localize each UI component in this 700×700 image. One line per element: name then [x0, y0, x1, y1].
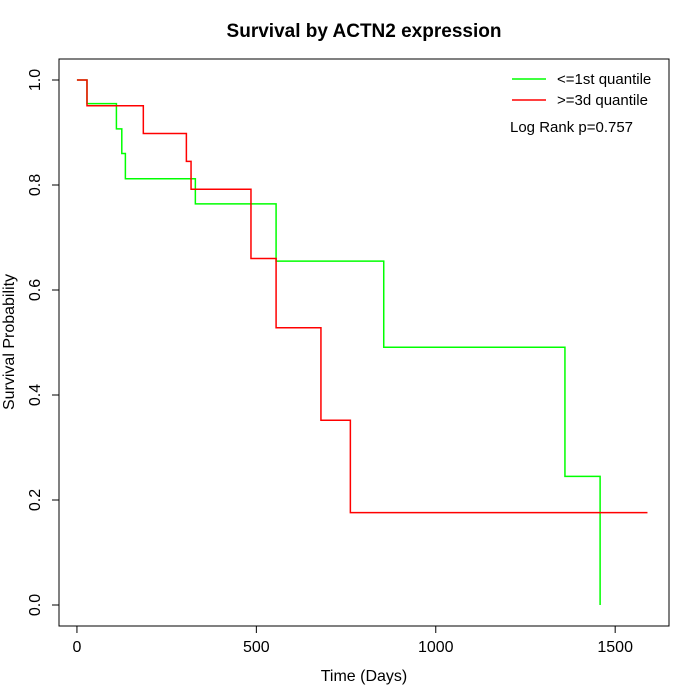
series-layer [76, 79, 648, 605]
y-axis-label: Survival Probability [1, 274, 18, 410]
y-tick-label: 0.8 [27, 174, 44, 196]
y-axis: 0.0 0.2 0.4 0.6 0.8 1.0 [27, 69, 60, 616]
log-rank-annotation: Log Rank p=0.757 [510, 119, 633, 136]
series-low-quantile-line [76, 79, 601, 605]
y-tick-label: 0.2 [27, 489, 44, 511]
x-tick-label: 0 [72, 639, 81, 656]
y-tick-label: 1.0 [27, 69, 44, 91]
x-tick-label: 1000 [418, 639, 454, 656]
y-tick-label: 0.4 [27, 384, 44, 406]
chart-title: Survival by ACTN2 expression [227, 21, 502, 42]
x-axis-label: Time (Days) [321, 668, 408, 685]
legend-label-high: >=3d quantile [557, 92, 648, 109]
x-tick-label: 500 [243, 639, 270, 656]
series-high-quantile-line [76, 79, 648, 514]
x-axis: 0 500 1000 1500 [72, 625, 633, 656]
plot-frame [58, 58, 670, 627]
y-tick-label: 0.0 [27, 594, 44, 616]
y-tick-label: 0.6 [27, 279, 44, 301]
x-tick-label: 1500 [597, 639, 633, 656]
legend-label-low: <=1st quantile [557, 71, 651, 88]
legend: <=1st quantile >=3d quantile Log Rank p=… [510, 71, 651, 136]
